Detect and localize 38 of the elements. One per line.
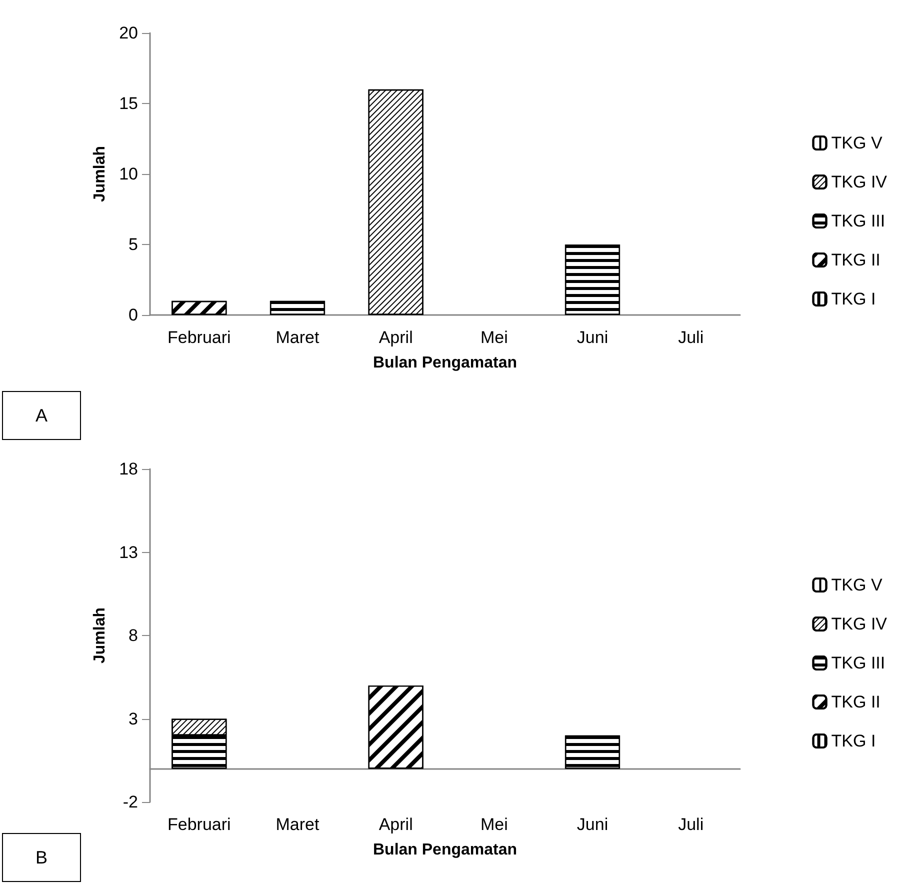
x-tick-label: Juli [678, 815, 704, 834]
legend-label: TKG I [831, 732, 876, 750]
x-tick-label: Maret [276, 328, 320, 347]
y-axis-title: Jumlah [92, 146, 108, 202]
legend-label: TKG V [831, 576, 883, 594]
x-axis-title: Bulan Pengamatan [372, 842, 518, 858]
legend-label: TKG I [831, 290, 876, 308]
text: B [35, 848, 48, 868]
text: A [35, 406, 48, 426]
y-tick-label: 5 [128, 235, 138, 254]
x-tick-label: April [378, 328, 413, 347]
x-tick-label: Mei [480, 815, 508, 834]
x-tick-label: Juni [576, 328, 608, 347]
y-tick-label: 3 [128, 709, 138, 728]
x-tick-label: Februari [168, 815, 231, 834]
x-tick-label: Juli [678, 328, 704, 347]
legend-label: TKG V [831, 134, 883, 152]
y-tick-label: 18 [119, 460, 138, 478]
y-tick-label: 13 [119, 542, 138, 562]
legend-label: TKG II [831, 250, 880, 270]
y-tick-label: 10 [119, 164, 138, 184]
y-tick-label: -2 [122, 792, 138, 812]
legend-label: TKG III [831, 212, 886, 230]
legend-label: TKG IV [831, 172, 888, 192]
y-tick-label: 20 [119, 24, 138, 42]
y-tick-label: 8 [128, 626, 138, 645]
x-tick-label: Maret [276, 815, 320, 834]
x-tick-label: Juni [576, 815, 608, 834]
legend-label: TKG IV [831, 614, 888, 634]
y-tick-label: 15 [119, 94, 138, 113]
x-tick-label: April [378, 815, 413, 834]
y-axis-title: Jumlah [92, 607, 108, 664]
legend-label: TKG III [831, 654, 886, 672]
x-axis-title: Bulan Pengamatan [372, 354, 518, 372]
x-tick-label: Mei [480, 328, 508, 347]
legend-label: TKG II [831, 692, 880, 712]
y-tick-label: 0 [128, 306, 138, 324]
x-tick-label: Februari [168, 328, 231, 347]
